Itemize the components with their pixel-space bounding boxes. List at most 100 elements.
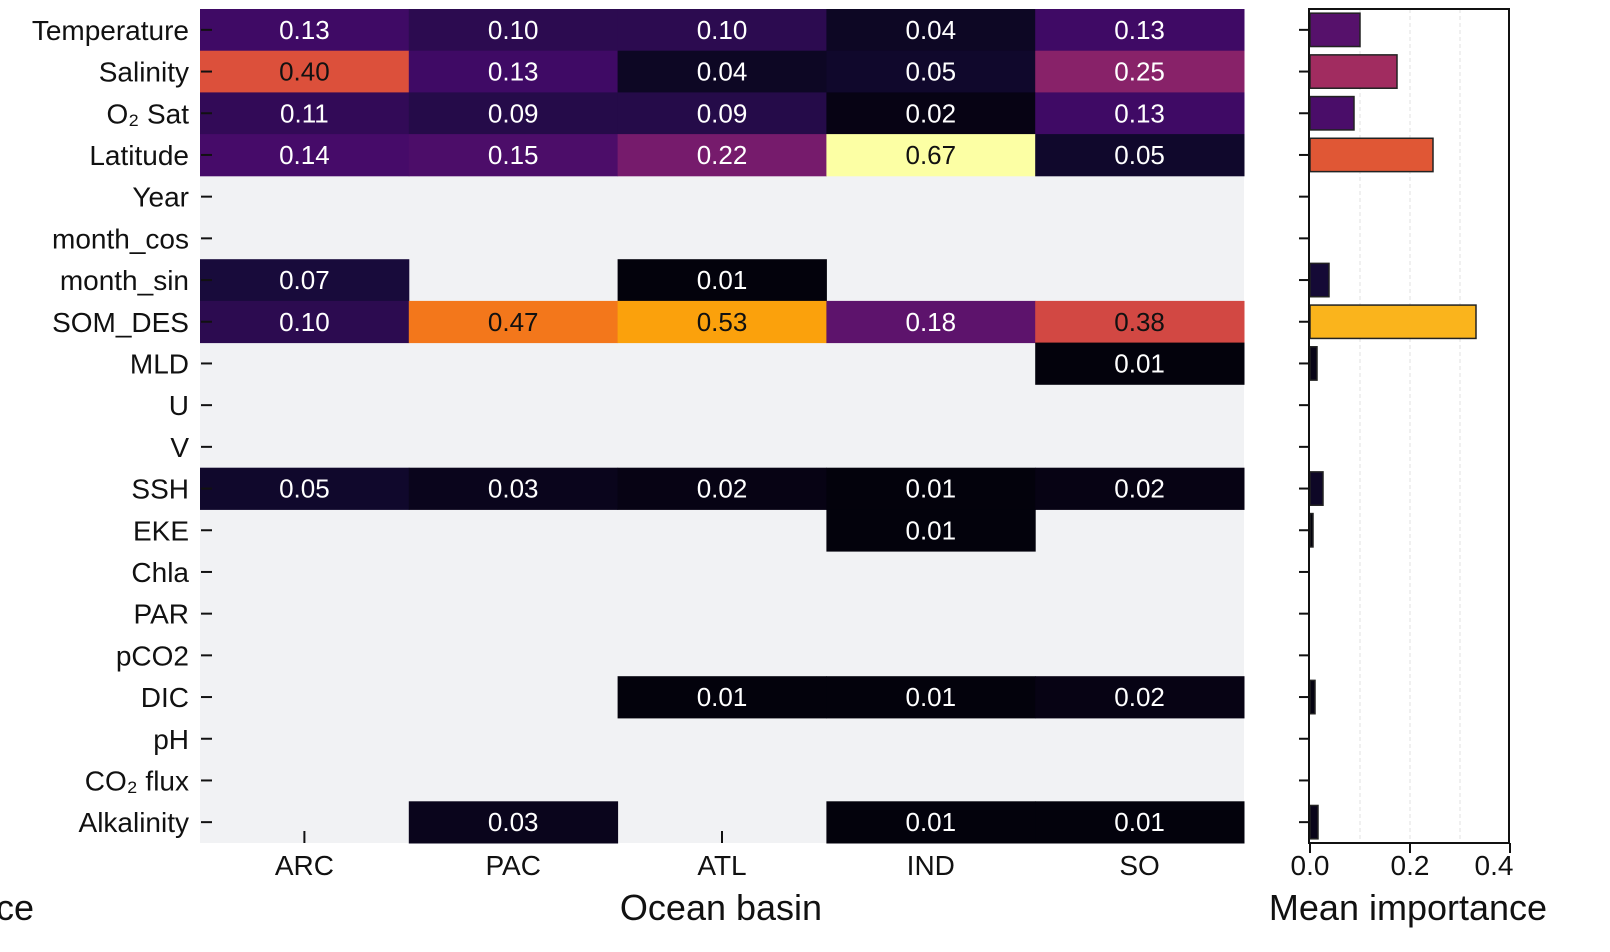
heatmap-cell xyxy=(200,467,410,510)
heatmap-cell-label: 0.01 xyxy=(1114,807,1165,837)
heatmap-cell xyxy=(617,300,827,344)
y-tick-label: Salinity xyxy=(99,57,189,88)
heatmap-cell xyxy=(1035,92,1245,135)
heatmap-cell xyxy=(408,50,619,93)
heatmap-cell-label: 0.01 xyxy=(905,682,956,712)
heatmap-cell-label: 0.53 xyxy=(697,307,748,337)
heatmap-cell xyxy=(826,92,1036,135)
heatmap-cell xyxy=(1035,9,1245,52)
heatmap-cell-label: 0.13 xyxy=(1114,15,1165,45)
heatmap-cell xyxy=(617,467,827,510)
heatmap-cell xyxy=(408,9,619,52)
heatmap-cell xyxy=(408,467,619,510)
heatmap-cell-label: 0.05 xyxy=(1114,140,1165,170)
y-tick-label: Temperature xyxy=(32,15,189,46)
heatmap-cell xyxy=(617,134,827,177)
heatmap-cell-label: 0.10 xyxy=(279,307,330,337)
heatmap-cell xyxy=(1035,801,1245,844)
heatmap-cell-label: 0.05 xyxy=(905,57,956,87)
y-tick-label: EKE xyxy=(133,515,189,546)
bar-x-axis-label: Mean importance xyxy=(1269,887,1547,928)
heatmap-cell xyxy=(1035,342,1245,385)
heatmap-cell-label: 0.01 xyxy=(697,265,748,295)
heatmap-cell-label: 0.13 xyxy=(279,15,330,45)
importance-bar xyxy=(1309,304,1477,340)
y-tick-labels: Temperature Salinity O₂ Sat Latitude Year mon… xyxy=(32,15,212,838)
mean-importance-panel: 0.0 0.2 0.4 Mean importance xyxy=(1269,8,1547,928)
y-tick-label: Chla xyxy=(131,557,189,588)
bar-grid-lines xyxy=(1359,9,1461,843)
importance-bar xyxy=(1309,471,1324,506)
x-tick-label: ATL xyxy=(697,850,746,881)
heatmap-cell xyxy=(617,259,827,302)
heatmap-cell xyxy=(1035,300,1245,344)
heatmap-cell-label: 0.02 xyxy=(1114,474,1165,504)
heatmap-cell-label: 0.13 xyxy=(488,57,539,87)
heatmap-cell-label: 0.47 xyxy=(488,307,539,337)
y-tick-label: U xyxy=(169,390,189,421)
x-tick-label: SO xyxy=(1119,850,1159,881)
heatmap-cell xyxy=(826,50,1036,93)
bar-panel-background xyxy=(1309,9,1509,843)
heatmap-cell-label: 0.04 xyxy=(905,15,956,45)
y-tick-label: DIC xyxy=(141,682,189,713)
y-tick-label: SSH xyxy=(131,474,189,505)
heatmap-cell xyxy=(408,134,619,177)
heatmap-cell xyxy=(826,467,1036,510)
heatmap-cell-labels: 0.13 0.10 0.10 0.04 0.13 0.40 0.13 0.04 0.05 0.25… xyxy=(279,15,1165,837)
heatmap-cell-label: 0.01 xyxy=(905,515,956,545)
bar-x-tick-label: 0.0 xyxy=(1291,850,1330,881)
heatmap-cell-label: 0.05 xyxy=(279,474,330,504)
y-tick-label: pH xyxy=(153,724,189,755)
heatmap-cells xyxy=(200,9,1245,844)
heatmap-cell-label: 0.01 xyxy=(905,807,956,837)
heatmap-cell-label: 0.40 xyxy=(279,57,330,87)
y-tick-label: pCO2 xyxy=(116,640,189,671)
heatmap-cell xyxy=(826,676,1036,719)
cut-off-axis-label: ce xyxy=(0,887,34,928)
heatmap-cell-label: 0.03 xyxy=(488,474,539,504)
heatmap-cell-label: 0.02 xyxy=(1114,682,1165,712)
heatmap-cell xyxy=(1035,467,1245,510)
heatmap-cell-label: 0.02 xyxy=(697,474,748,504)
heatmap-cell xyxy=(826,134,1036,177)
y-tick-label: SOM_DES xyxy=(52,307,189,338)
heatmap-cell xyxy=(408,300,619,344)
y-tick-label: V xyxy=(170,432,189,463)
bar-x-ticks: 0.0 0.2 0.4 xyxy=(1291,843,1513,881)
importance-bar xyxy=(1309,54,1398,89)
importance-bar xyxy=(1309,12,1361,48)
importance-bar xyxy=(1309,679,1316,715)
heatmap-cell-label: 0.13 xyxy=(1114,98,1165,128)
y-tick-label: month_cos xyxy=(52,223,189,254)
heatmap-cell xyxy=(617,9,827,52)
importance-bar xyxy=(1309,95,1355,131)
x-tick-label: ARC xyxy=(275,850,334,881)
heatmap-cell-label: 0.10 xyxy=(697,15,748,45)
y-tick-label: PAR xyxy=(134,599,190,630)
importance-bar xyxy=(1309,804,1319,840)
heatmap-cell xyxy=(826,9,1036,52)
x-tick-label: IND xyxy=(907,850,955,881)
heatmap-cell-label: 0.01 xyxy=(697,682,748,712)
heatmap-cell xyxy=(1035,50,1245,93)
heatmap-cell-label: 0.22 xyxy=(697,140,748,170)
heatmap-cell-label: 0.18 xyxy=(905,307,956,337)
heatmap-cell-label: 0.38 xyxy=(1114,307,1165,337)
importance-bar xyxy=(1309,262,1330,298)
heatmap-cell xyxy=(1035,134,1245,177)
heatmap-cell-label: 0.10 xyxy=(488,15,539,45)
heatmap-cell-label: 0.15 xyxy=(488,140,539,170)
bar-y-ticks xyxy=(1299,28,1309,824)
bar-x-tick-label: 0.2 xyxy=(1391,850,1430,881)
heatmap-cell xyxy=(200,92,410,135)
y-tick-label: MLD xyxy=(130,348,189,379)
y-tick-label: Alkalinity xyxy=(79,807,189,838)
heatmap-cell xyxy=(408,801,619,844)
heatmap-cell-label: 0.01 xyxy=(905,474,956,504)
y-tick-label: Year xyxy=(132,182,189,213)
y-tick-label: O₂ Sat xyxy=(107,98,190,129)
heatmap-cell-label: 0.07 xyxy=(279,265,330,295)
heatmap-cell-label: 0.11 xyxy=(280,98,329,128)
